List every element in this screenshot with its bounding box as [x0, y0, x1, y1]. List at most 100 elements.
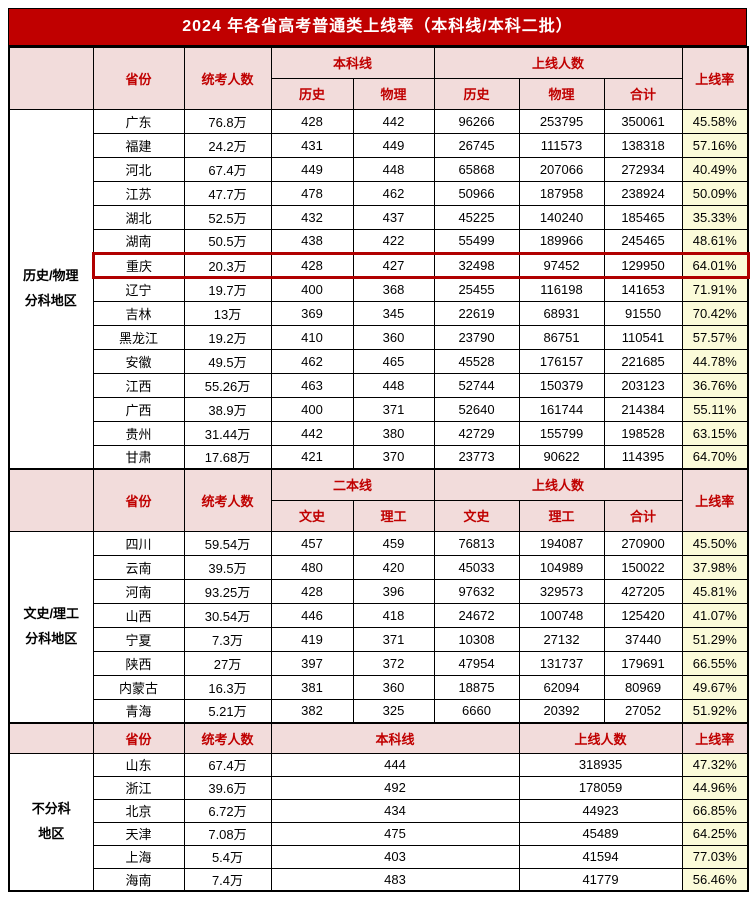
- online-total-cell: 203123: [603, 372, 683, 398]
- online-b-cell: 97452: [518, 251, 605, 279]
- rate-cell: 45.81%: [681, 578, 749, 604]
- region-header-blank: [8, 46, 94, 110]
- online-total-cell: 150022: [603, 554, 683, 580]
- rate-cell: 77.03%: [681, 844, 749, 869]
- section-2-header-row: 省份 统考人数 二本线 上线人数 上线率: [8, 468, 749, 532]
- province-cell: 山西: [92, 602, 185, 628]
- score-line-b-cell: 396: [352, 578, 435, 604]
- online-b-cell: 194087: [518, 530, 605, 556]
- rate-cell: 57.16%: [681, 132, 749, 158]
- candidates-cell: 27万: [183, 650, 272, 676]
- gaokao-rates-table: 省份 统考人数 本科线 上线人数 上线率 历史 物理 历史 物理 合计 历史/物理 分科地区 广东 76…: [8, 46, 750, 892]
- province-cell: 青海: [92, 698, 185, 724]
- score-line-a-cell: 480: [270, 554, 354, 580]
- candidates-cell: 30.54万: [183, 602, 272, 628]
- rate-cell: 56.46%: [681, 867, 749, 892]
- online-a-cell: 45225: [433, 204, 520, 230]
- online-a-cell: 18875: [433, 674, 520, 700]
- candidates-cell: 7.4万: [183, 867, 272, 892]
- col-header-candidates: 统考人数: [183, 468, 272, 532]
- subcol-line-a: 文史: [270, 499, 354, 532]
- online-total-cell: 272934: [603, 156, 683, 182]
- candidates-cell: 7.3万: [183, 626, 272, 652]
- score-line-b-cell: 442: [352, 108, 435, 134]
- score-line-cell: 492: [270, 775, 520, 800]
- table-row: 内蒙古 16.3万 381 360 18875 62094 80969 49.67%: [9, 674, 749, 700]
- candidates-cell: 7.08万: [183, 821, 272, 846]
- candidates-cell: 47.7万: [183, 180, 272, 206]
- online-total-cell: 245465: [603, 228, 683, 254]
- online-b-cell: 140240: [518, 204, 605, 230]
- table-row: 山西 30.54万 446 418 24672 100748 125420 41.07%: [9, 602, 749, 628]
- online-b-cell: 104989: [518, 554, 605, 580]
- online-total-cell: 27052: [603, 698, 683, 724]
- score-line-cell: 434: [270, 798, 520, 823]
- score-line-b-cell: 372: [352, 650, 435, 676]
- online-b-cell: 20392: [518, 698, 605, 724]
- online-total-cell: 185465: [603, 204, 683, 230]
- candidates-cell: 6.72万: [183, 798, 272, 823]
- province-cell: 宁夏: [92, 626, 185, 652]
- score-line-a-cell: 369: [270, 300, 354, 326]
- online-a-cell: 23773: [433, 444, 520, 470]
- col-header-province: 省份: [92, 468, 185, 532]
- online-b-cell: 176157: [518, 348, 605, 374]
- rate-cell: 45.58%: [681, 108, 749, 134]
- rate-cell: 35.33%: [681, 204, 749, 230]
- province-cell: 北京: [92, 798, 185, 823]
- subcol-line-b: 物理: [352, 77, 435, 110]
- rate-cell: 41.07%: [681, 602, 749, 628]
- score-line-a-cell: 449: [270, 156, 354, 182]
- online-count-cell: 41594: [518, 844, 683, 869]
- online-b-cell: 207066: [518, 156, 605, 182]
- score-line-b-cell: 418: [352, 602, 435, 628]
- online-b-cell: 329573: [518, 578, 605, 604]
- online-total-cell: 110541: [603, 324, 683, 350]
- online-total-cell: 350061: [603, 108, 683, 134]
- score-line-a-cell: 432: [270, 204, 354, 230]
- online-b-cell: 161744: [518, 396, 605, 422]
- rate-cell: 64.01%: [681, 251, 750, 279]
- online-a-cell: 76813: [433, 530, 520, 556]
- table-row: 北京 6.72万 434 44923 66.85%: [9, 798, 749, 823]
- score-line-a-cell: 442: [270, 420, 354, 446]
- candidates-cell: 39.6万: [183, 775, 272, 800]
- online-total-cell: 179691: [603, 650, 683, 676]
- score-line-cell: 483: [270, 867, 520, 892]
- online-total-cell: 125420: [603, 602, 683, 628]
- score-line-b-cell: 448: [352, 372, 435, 398]
- rate-cell: 66.85%: [681, 798, 749, 823]
- subcol-line-b: 理工: [352, 499, 435, 532]
- candidates-cell: 67.4万: [183, 156, 272, 182]
- score-line-b-cell: 427: [352, 251, 435, 279]
- table-row: 陕西 27万 397 372 47954 131737 179691 66.55%: [9, 650, 749, 676]
- rate-cell: 64.25%: [681, 821, 749, 846]
- table-row: 文史/理工 分科地区 四川 59.54万 457 459 76813 194087 27090…: [8, 530, 749, 724]
- score-line-a-cell: 381: [270, 674, 354, 700]
- online-b-cell: 155799: [518, 420, 605, 446]
- candidates-cell: 31.44万: [183, 420, 272, 446]
- score-line-cell: 403: [270, 844, 520, 869]
- online-a-cell: 32498: [433, 251, 520, 279]
- score-line-cell: 444: [270, 752, 520, 777]
- table-row: 福建 24.2万 431 449 26745 111573 138318 57.16%: [9, 132, 749, 158]
- score-line-b-cell: 345: [352, 300, 435, 326]
- score-line-a-cell: 428: [270, 108, 354, 134]
- score-line-b-cell: 360: [352, 324, 435, 350]
- table-row: 不分科 地区 山东 67.4万 444 318935 47.32%: [8, 752, 749, 892]
- table-row: 湖北 52.5万 432 437 45225 140240 185465 35.33%: [9, 204, 749, 230]
- province-cell: 广东: [92, 108, 185, 134]
- online-a-cell: 45528: [433, 348, 520, 374]
- province-cell: 吉林: [92, 300, 185, 326]
- score-line-b-cell: 448: [352, 156, 435, 182]
- online-total-cell: 238924: [603, 180, 683, 206]
- online-a-cell: 10308: [433, 626, 520, 652]
- rate-cell: 66.55%: [681, 650, 749, 676]
- score-line-a-cell: 446: [270, 602, 354, 628]
- candidates-cell: 50.5万: [183, 228, 272, 254]
- table-title: 2024 年各省高考普通类上线率（本科线/本科二批）: [8, 8, 747, 46]
- online-b-cell: 111573: [518, 132, 605, 158]
- online-a-cell: 50966: [433, 180, 520, 206]
- score-line-b-cell: 462: [352, 180, 435, 206]
- score-line-a-cell: 400: [270, 396, 354, 422]
